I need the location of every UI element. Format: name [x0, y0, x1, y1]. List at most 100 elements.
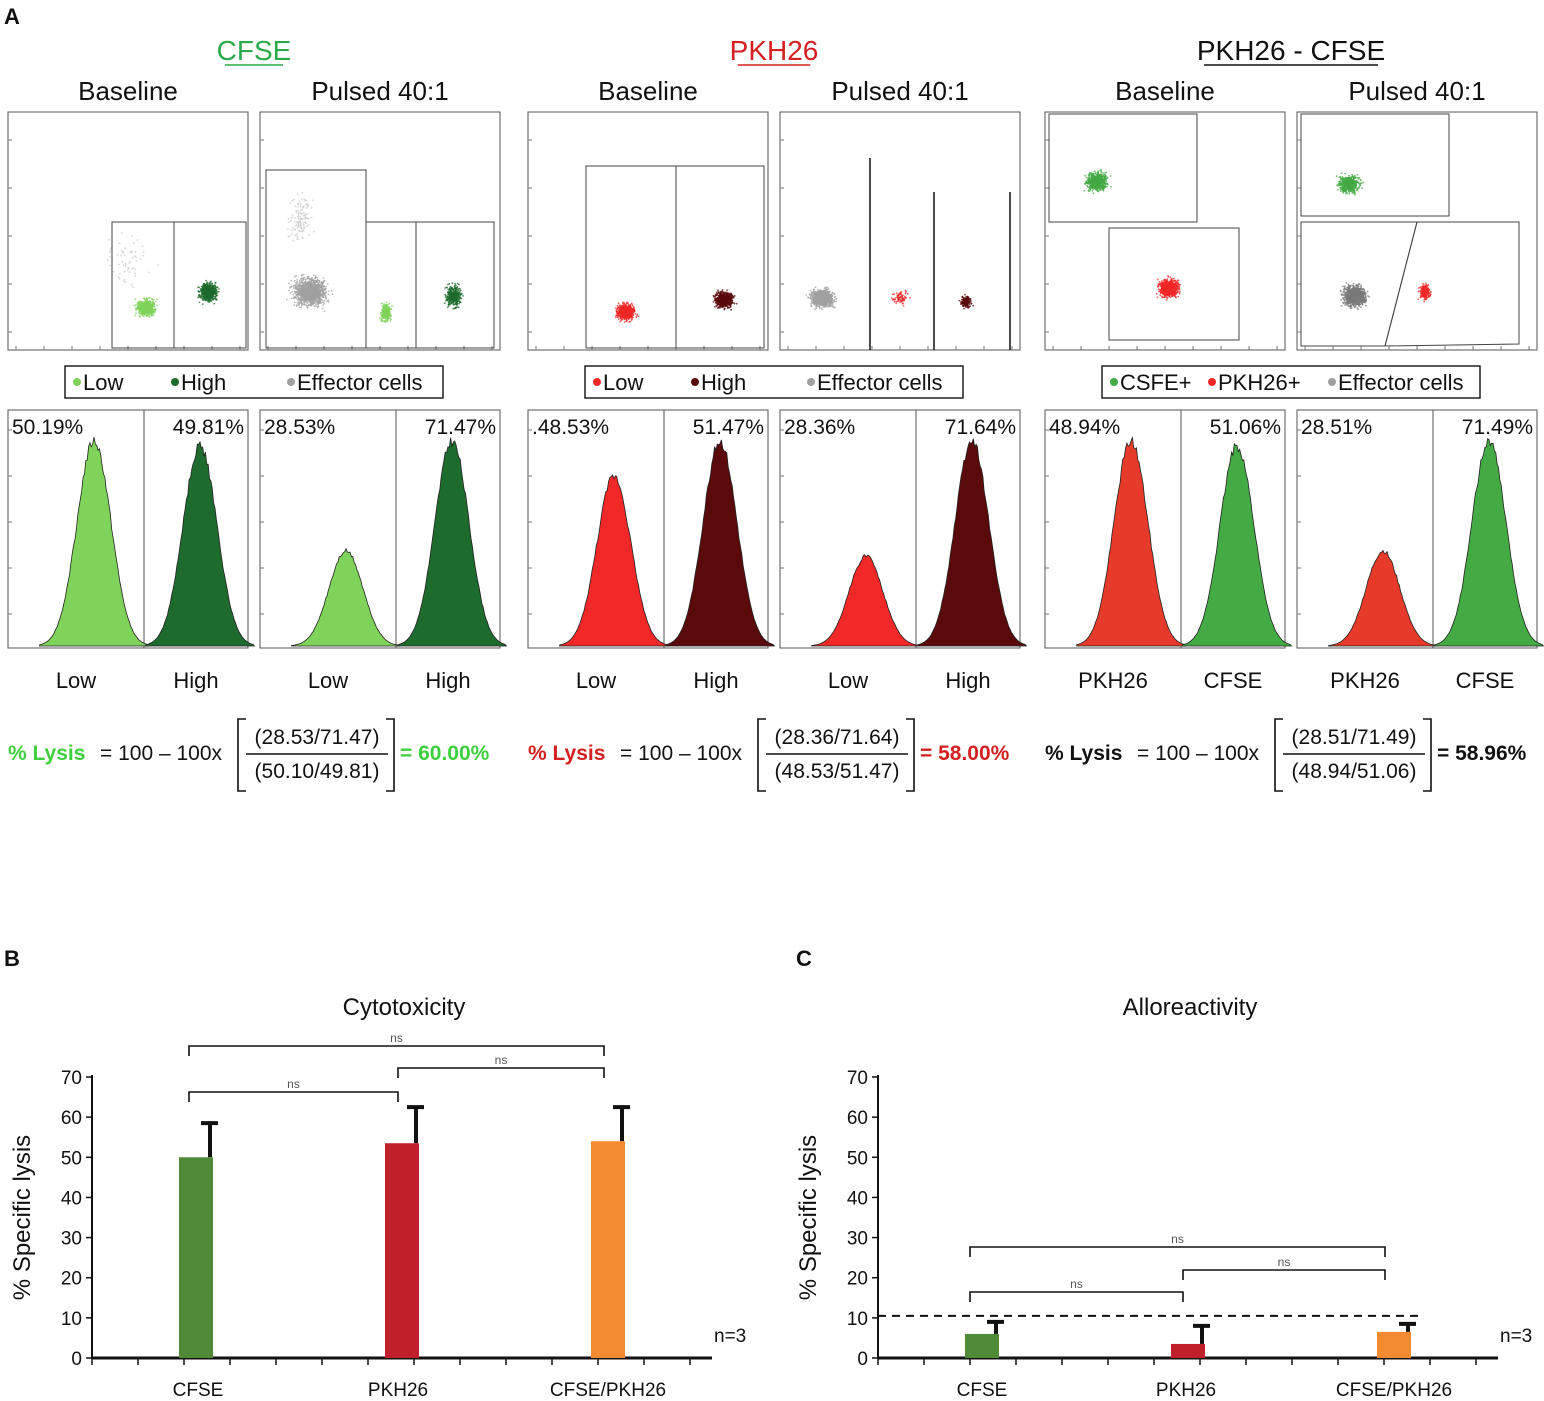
low-event — [156, 304, 158, 307]
effector-event — [326, 282, 329, 285]
effector-event — [300, 306, 303, 309]
effector-event — [301, 281, 304, 284]
low-event — [621, 312, 624, 315]
high-event — [448, 290, 451, 292]
effector-event — [292, 293, 295, 296]
panel-label-b: B — [4, 946, 20, 971]
high-event — [204, 291, 206, 294]
high-event — [211, 282, 213, 284]
low-event — [140, 305, 142, 308]
high-event — [732, 296, 735, 299]
noise-event — [109, 255, 111, 258]
high-event — [206, 283, 209, 286]
effector-event — [299, 293, 302, 295]
high-event — [455, 297, 458, 300]
effector-event — [323, 289, 326, 291]
effector-event — [309, 289, 312, 292]
high-event — [200, 297, 202, 299]
low-event — [625, 319, 628, 322]
effector-event — [805, 294, 807, 296]
low-event — [625, 302, 628, 305]
low-event — [151, 305, 154, 308]
high-event — [727, 303, 730, 306]
effector-spread-event — [296, 193, 299, 195]
effector-spread-event — [295, 235, 298, 237]
noise-event — [133, 267, 135, 269]
effector-spread-event — [308, 224, 310, 226]
high-event — [730, 294, 733, 297]
high-event — [715, 294, 718, 297]
effector-event — [318, 287, 320, 290]
noise-event — [122, 280, 125, 282]
effector-spread-event — [295, 211, 298, 214]
effector-event — [309, 286, 312, 289]
noise-event — [129, 261, 132, 263]
legend-swatch — [73, 378, 81, 386]
effector-event — [297, 283, 300, 286]
effector-spread-event — [287, 235, 290, 238]
effector-event — [297, 296, 300, 298]
high-event — [205, 279, 208, 282]
effector-event — [321, 307, 324, 310]
effector-event — [313, 274, 315, 276]
low-event — [630, 307, 633, 310]
effector-spread-event — [294, 205, 297, 208]
effector-event — [300, 295, 303, 298]
low-event — [630, 313, 633, 316]
high-event — [714, 306, 716, 308]
low-event — [147, 297, 150, 299]
percent-right: 71.47% — [425, 416, 496, 439]
noise-event — [131, 235, 134, 238]
effector-spread-event — [299, 205, 302, 208]
low-event — [627, 305, 629, 308]
effector-event — [309, 295, 312, 298]
histogram: 28.53% 71.47%Low High — [259, 409, 508, 693]
lysis-formula: % Lysis = 100 – 100x(28.53/71.47)(50.10/4… — [8, 718, 490, 792]
effector-event — [293, 296, 296, 299]
effector-event — [306, 287, 309, 290]
high-event — [726, 296, 729, 299]
noise-event — [130, 283, 133, 286]
low-event — [148, 316, 151, 318]
high-event — [215, 289, 218, 291]
low-event — [617, 311, 620, 313]
high-event — [201, 303, 204, 306]
high-event — [728, 302, 731, 305]
low-event — [620, 319, 622, 321]
low-event — [617, 318, 620, 320]
high-event — [713, 295, 716, 298]
high-event — [197, 294, 200, 296]
effector-event — [298, 306, 301, 309]
high-event — [203, 284, 205, 286]
effector-event — [301, 274, 303, 276]
high-event — [205, 290, 208, 292]
effector-event — [315, 294, 317, 297]
lysis-label: % Lysis — [8, 742, 85, 765]
effector-event — [322, 291, 324, 294]
panel-label-a: A — [4, 4, 20, 29]
effector-event — [302, 284, 304, 286]
low-event — [632, 316, 634, 319]
high-event — [214, 292, 217, 295]
high-event — [216, 291, 219, 293]
high-event — [198, 290, 201, 293]
effector-event — [302, 288, 304, 290]
noise-event — [112, 270, 115, 273]
low-event — [384, 304, 386, 307]
effector-event — [322, 301, 324, 304]
effector-spread-event — [302, 212, 304, 215]
high-event — [726, 289, 728, 292]
low-event — [623, 309, 626, 312]
high-event — [203, 287, 206, 290]
effector-spread-event — [306, 213, 308, 216]
effector-event — [317, 283, 320, 286]
low-event — [617, 302, 620, 305]
effector-spread-event — [302, 227, 305, 230]
legend-label: Low — [83, 370, 123, 395]
low-event — [633, 309, 635, 312]
low-event — [382, 316, 385, 318]
high-event — [726, 307, 729, 310]
effector-spread-event — [297, 223, 300, 226]
high-event — [214, 297, 217, 300]
